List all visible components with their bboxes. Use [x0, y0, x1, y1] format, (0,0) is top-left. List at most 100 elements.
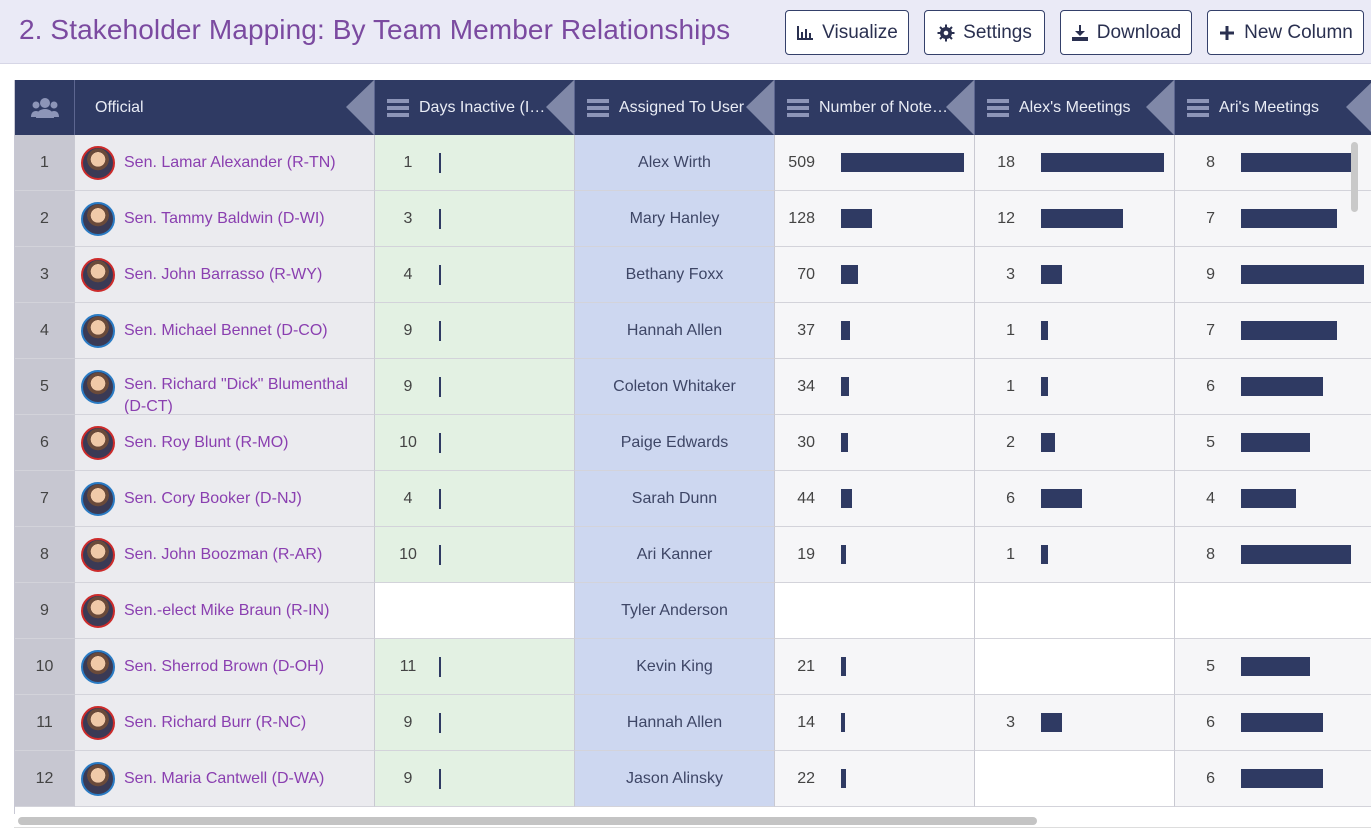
- ari-cell[interactable]: 6: [1175, 695, 1371, 751]
- assigned-user-cell[interactable]: Paige Edwards: [575, 415, 775, 471]
- alex-cell[interactable]: 12: [975, 191, 1175, 247]
- assigned-user-cell[interactable]: Kevin King: [575, 639, 775, 695]
- official-link[interactable]: Sen. Cory Booker (D-NJ): [124, 489, 302, 507]
- alex-cell[interactable]: 3: [975, 247, 1175, 303]
- table-row[interactable]: 12 Sen. Maria Cantwell (D-WA) 9 Jason Alins…: [15, 751, 1371, 807]
- official-cell[interactable]: Sen.-elect Mike Braun (R-IN): [75, 583, 375, 639]
- ari-cell[interactable]: 4: [1175, 471, 1371, 527]
- ari-cell[interactable]: 5: [1175, 639, 1371, 695]
- drag-handle-icon[interactable]: [987, 96, 1009, 120]
- official-link[interactable]: Sen. John Boozman (R-AR): [124, 545, 323, 563]
- ari-cell[interactable]: 6: [1175, 359, 1371, 415]
- alex-cell[interactable]: 1: [975, 303, 1175, 359]
- official-cell[interactable]: Sen. Maria Cantwell (D-WA): [75, 751, 375, 807]
- table-row[interactable]: 11 Sen. Richard Burr (R-NC) 9 Hannah Allen 1…: [15, 695, 1371, 751]
- column-header-assigned-to[interactable]: Assigned To User: [575, 80, 775, 135]
- assigned-user-cell[interactable]: Hannah Allen: [575, 303, 775, 359]
- official-cell[interactable]: Sen. John Barrasso (R-WY): [75, 247, 375, 303]
- ari-cell[interactable]: 8: [1175, 527, 1371, 583]
- group-header[interactable]: [15, 80, 75, 135]
- table-row[interactable]: 2 Sen. Tammy Baldwin (D-WI) 3 Mary Hanley 12…: [15, 191, 1371, 247]
- alex-cell[interactable]: 1: [975, 359, 1175, 415]
- column-resize-handle[interactable]: [1346, 80, 1371, 135]
- ari-cell[interactable]: 5: [1175, 415, 1371, 471]
- official-link[interactable]: Sen.-elect Mike Braun (R-IN): [124, 601, 330, 619]
- notes-cell[interactable]: 14: [775, 695, 975, 751]
- table-row[interactable]: 7 Sen. Cory Booker (D-NJ) 4 Sarah Dunn 44 6 4: [15, 471, 1371, 527]
- official-link[interactable]: Sen. Maria Cantwell (D-WA): [124, 769, 325, 787]
- assigned-user-cell[interactable]: Jason Alinsky: [575, 751, 775, 807]
- days-inactive-cell[interactable]: 9: [375, 751, 575, 807]
- column-header-days-inactive[interactable]: Days Inactive (Individual): [375, 80, 575, 135]
- column-resize-handle[interactable]: [546, 80, 574, 135]
- download-button[interactable]: Download: [1060, 10, 1192, 55]
- days-inactive-cell[interactable]: 10: [375, 527, 575, 583]
- ari-cell[interactable]: 8: [1175, 135, 1371, 191]
- vertical-scrollbar[interactable]: [1351, 142, 1358, 212]
- alex-cell[interactable]: 6: [975, 471, 1175, 527]
- table-row[interactable]: 1 Sen. Lamar Alexander (R-TN) 1 Alex Wirth 5…: [15, 135, 1371, 191]
- ari-cell[interactable]: [1175, 583, 1371, 639]
- days-inactive-cell[interactable]: 10: [375, 415, 575, 471]
- official-cell[interactable]: Sen. Sherrod Brown (D-OH): [75, 639, 375, 695]
- assigned-user-cell[interactable]: Coleton Whitaker: [575, 359, 775, 415]
- notes-cell[interactable]: 509: [775, 135, 975, 191]
- table-row[interactable]: 9 Sen.-elect Mike Braun (R-IN) Tyler Ander…: [15, 583, 1371, 639]
- official-link[interactable]: Sen. Lamar Alexander (R-TN): [124, 153, 336, 171]
- alex-cell[interactable]: [975, 639, 1175, 695]
- official-link[interactable]: Sen. Roy Blunt (R-MO): [124, 433, 289, 451]
- table-row[interactable]: 10 Sen. Sherrod Brown (D-OH) 11 Kevin King 2…: [15, 639, 1371, 695]
- horizontal-scrollbar[interactable]: [18, 817, 1037, 825]
- official-link[interactable]: Sen. John Barrasso (R-WY): [124, 265, 323, 283]
- column-resize-handle[interactable]: [1146, 80, 1174, 135]
- days-inactive-cell[interactable]: 9: [375, 695, 575, 751]
- alex-cell[interactable]: 2: [975, 415, 1175, 471]
- assigned-user-cell[interactable]: Tyler Anderson: [575, 583, 775, 639]
- days-inactive-cell[interactable]: [375, 583, 575, 639]
- official-link[interactable]: Sen. Sherrod Brown (D-OH): [124, 657, 325, 675]
- official-cell[interactable]: Sen. Michael Bennet (D-CO): [75, 303, 375, 359]
- table-row[interactable]: 5 Sen. Richard "Dick" Blumenthal (D-CT) 9 C…: [15, 359, 1371, 415]
- settings-button[interactable]: Settings: [924, 10, 1045, 55]
- ari-cell[interactable]: 6: [1175, 751, 1371, 807]
- official-cell[interactable]: Sen. Richard Burr (R-NC): [75, 695, 375, 751]
- ari-cell[interactable]: 9: [1175, 247, 1371, 303]
- table-row[interactable]: 4 Sen. Michael Bennet (D-CO) 9 Hannah Allen…: [15, 303, 1371, 359]
- alex-cell[interactable]: 3: [975, 695, 1175, 751]
- assigned-user-cell[interactable]: Bethany Foxx: [575, 247, 775, 303]
- column-header-ari-meetings[interactable]: Ari's Meetings: [1175, 80, 1371, 135]
- official-link[interactable]: Sen. Michael Bennet (D-CO): [124, 321, 328, 339]
- column-resize-handle[interactable]: [346, 80, 374, 135]
- drag-handle-icon[interactable]: [587, 96, 609, 120]
- notes-cell[interactable]: 21: [775, 639, 975, 695]
- alex-cell[interactable]: 1: [975, 527, 1175, 583]
- assigned-user-cell[interactable]: Mary Hanley: [575, 191, 775, 247]
- table-row[interactable]: 6 Sen. Roy Blunt (R-MO) 10 Paige Edwards 30 2…: [15, 415, 1371, 471]
- alex-cell[interactable]: [975, 583, 1175, 639]
- drag-handle-icon[interactable]: [1187, 96, 1209, 120]
- column-header-notes[interactable]: Number of Notes Created: [775, 80, 975, 135]
- notes-cell[interactable]: 34: [775, 359, 975, 415]
- official-cell[interactable]: Sen. John Boozman (R-AR): [75, 527, 375, 583]
- notes-cell[interactable]: [775, 583, 975, 639]
- official-link[interactable]: Sen. Richard Burr (R-NC): [124, 713, 307, 731]
- assigned-user-cell[interactable]: Alex Wirth: [575, 135, 775, 191]
- days-inactive-cell[interactable]: 4: [375, 247, 575, 303]
- official-cell[interactable]: Sen. Richard "Dick" Blumenthal (D-CT): [75, 359, 375, 415]
- official-cell[interactable]: Sen. Cory Booker (D-NJ): [75, 471, 375, 527]
- days-inactive-cell[interactable]: 3: [375, 191, 575, 247]
- days-inactive-cell[interactable]: 9: [375, 303, 575, 359]
- official-cell[interactable]: Sen. Roy Blunt (R-MO): [75, 415, 375, 471]
- days-inactive-cell[interactable]: 9: [375, 359, 575, 415]
- notes-cell[interactable]: 44: [775, 471, 975, 527]
- notes-cell[interactable]: 37: [775, 303, 975, 359]
- official-link[interactable]: Sen. Tammy Baldwin (D-WI): [124, 209, 325, 227]
- table-row[interactable]: 8 Sen. John Boozman (R-AR) 10 Ari Kanner 19 1…: [15, 527, 1371, 583]
- days-inactive-cell[interactable]: 4: [375, 471, 575, 527]
- days-inactive-cell[interactable]: 11: [375, 639, 575, 695]
- notes-cell[interactable]: 22: [775, 751, 975, 807]
- new-column-button[interactable]: New Column: [1207, 10, 1364, 55]
- official-cell[interactable]: Sen. Tammy Baldwin (D-WI): [75, 191, 375, 247]
- notes-cell[interactable]: 70: [775, 247, 975, 303]
- official-link[interactable]: Sen. Richard "Dick" Blumenthal (D-CT): [124, 375, 348, 414]
